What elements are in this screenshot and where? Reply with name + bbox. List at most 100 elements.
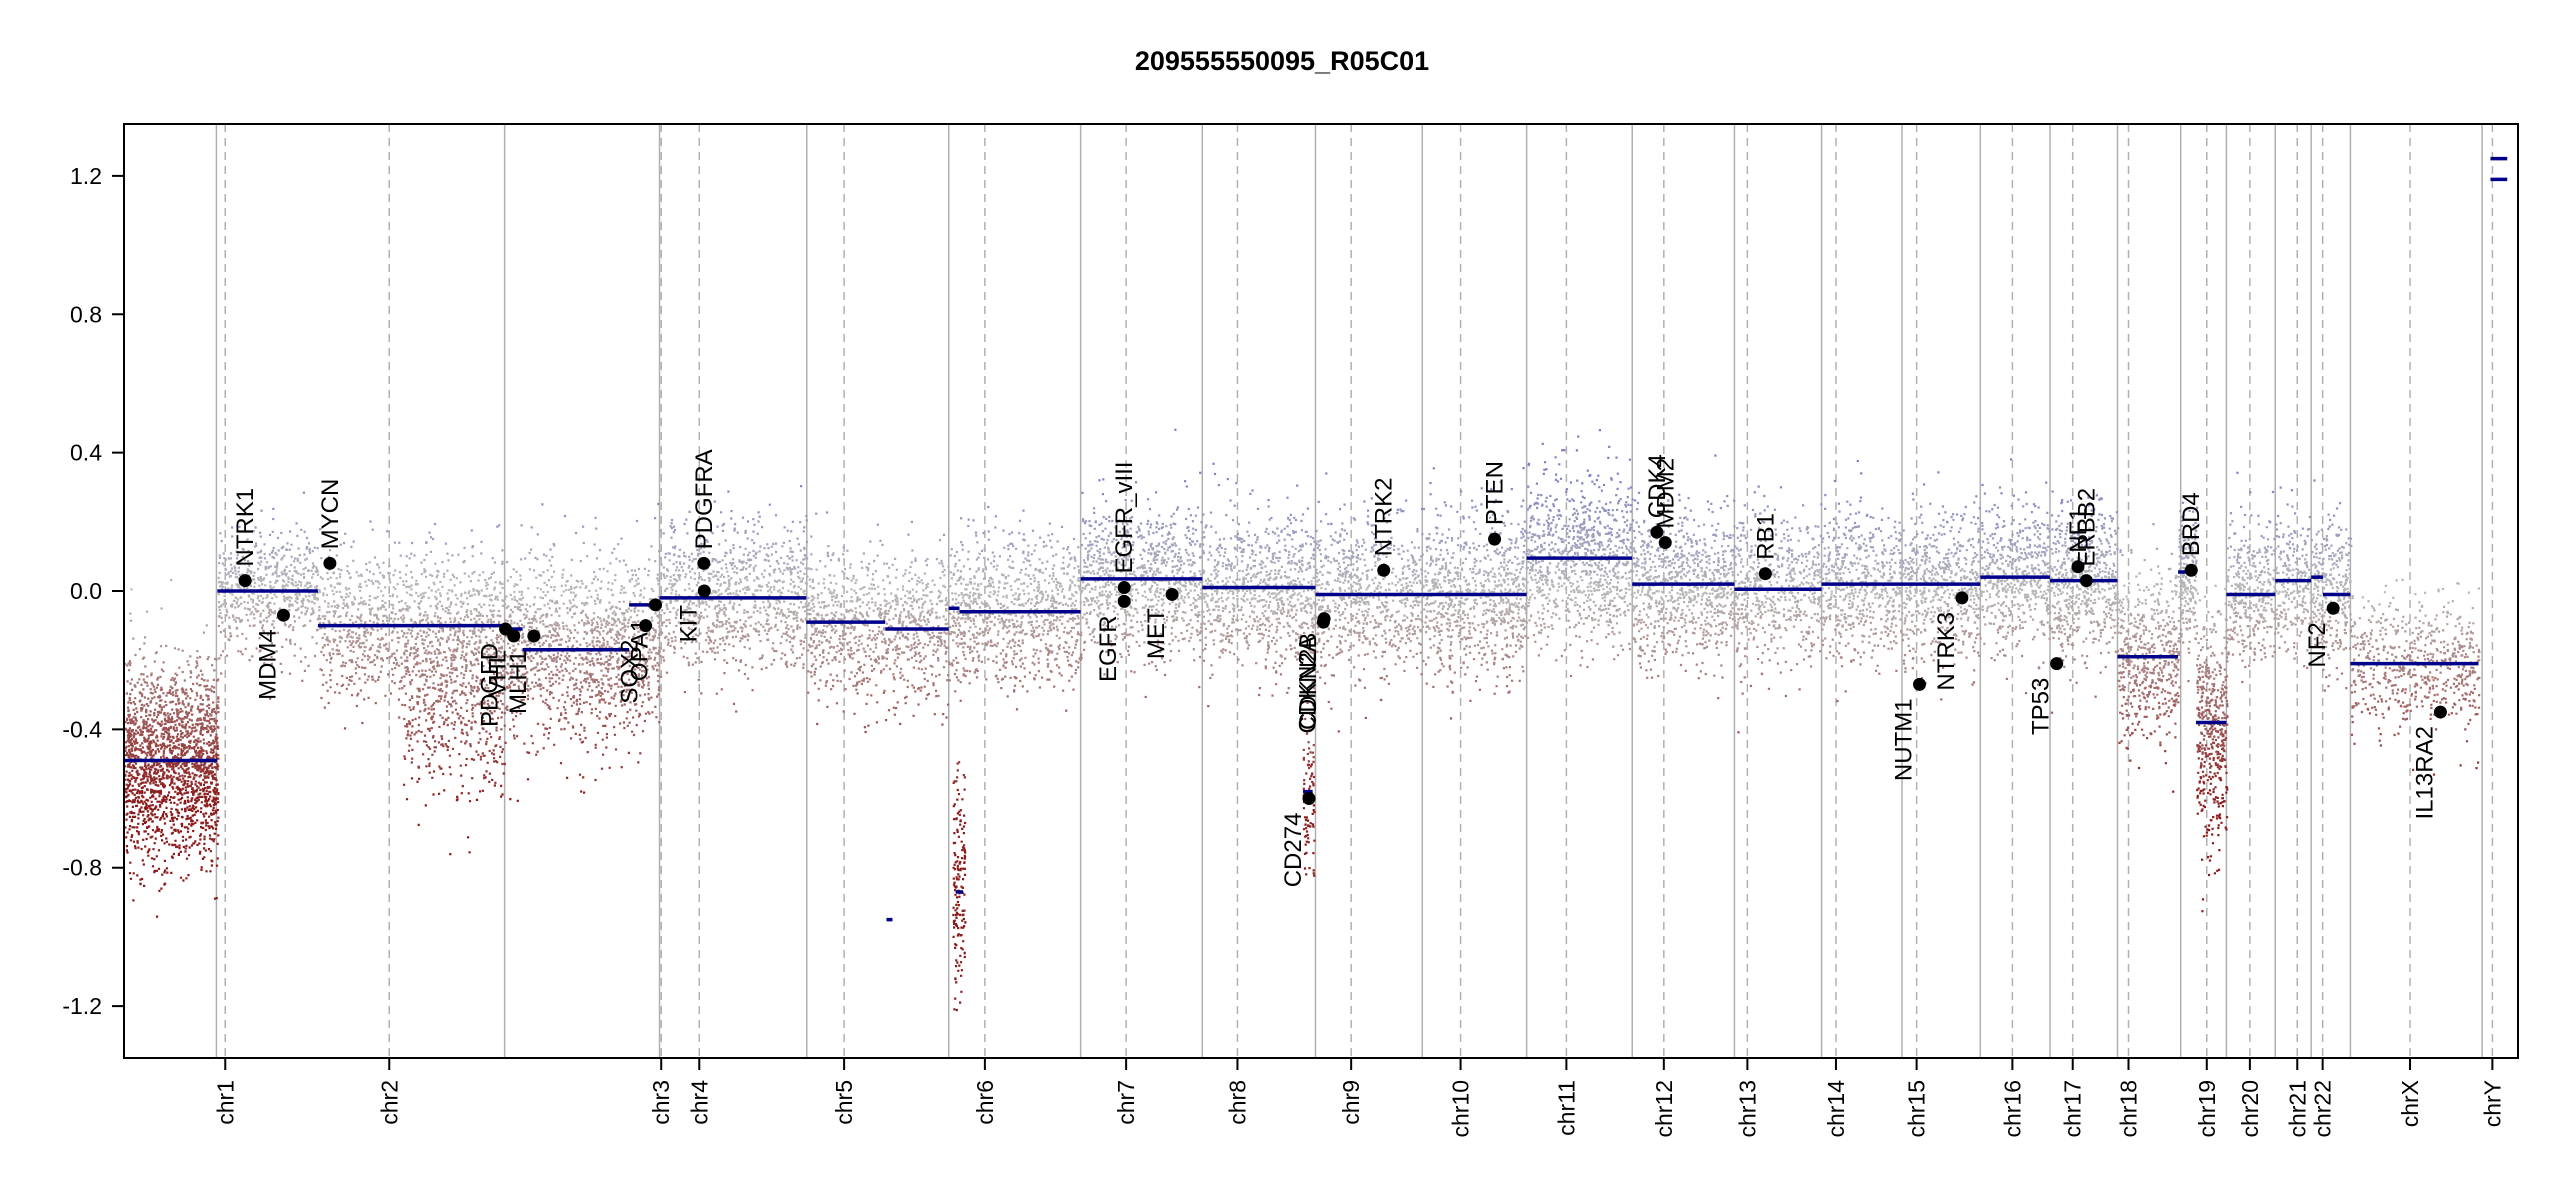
probe-cloud-chr1	[239, 620, 242, 623]
probe-cloud-chr3	[573, 611, 657, 615]
probe-cloud-chr1	[126, 722, 217, 725]
probe-cloud-chr9	[1326, 624, 1416, 628]
probe-cloud-chr1	[145, 610, 148, 613]
probe-cloud-chr9	[1383, 678, 1386, 681]
probe-cloud-chr1	[126, 751, 218, 756]
probe-cloud-chr2	[357, 607, 478, 611]
probe-cloud-chr3	[542, 570, 596, 574]
probe-cloud-chr6	[952, 631, 1083, 635]
probe-cloud-chr19	[2180, 614, 2183, 617]
probe-cloud-chr2	[442, 658, 489, 661]
probe-cloud-chr6	[974, 531, 1021, 535]
probe-cloud-chr17	[2061, 590, 2119, 594]
probe-cloud-chr7	[1089, 540, 1195, 543]
probe-cloud-chr12	[1661, 631, 1724, 635]
probe-cloud-chr20	[2233, 532, 2236, 535]
probe-cloud-chr10	[1435, 616, 1515, 621]
probe-cloud-chr6	[1015, 665, 1080, 669]
probe-cloud-chr1	[132, 766, 218, 770]
probe-cloud-chr9	[1367, 509, 1405, 513]
probe-cloud-chr17	[2059, 619, 2099, 623]
probe-cloud-chr6	[1032, 634, 1035, 638]
probe-cloud-chr6	[967, 518, 970, 521]
probe-cloud-chr14	[1853, 525, 1896, 529]
probe-cloud-chr7	[1093, 627, 1106, 631]
probe-cloud-chr8	[1224, 547, 1316, 551]
probe-cloud-chr1	[223, 564, 226, 567]
probe-cloud-chr12	[1632, 529, 1718, 533]
probe-cloud-chr10	[1426, 610, 1515, 614]
probe-cloud-chr12	[1647, 544, 1730, 548]
probe-cloud-chr15	[1909, 575, 1980, 578]
probe-cloud-chr13	[1736, 621, 1755, 624]
probe-cloud-chr8	[1226, 478, 1229, 481]
probe-cloud-chr1	[300, 660, 303, 663]
probe-cloud-chr8	[1209, 631, 1306, 635]
probe-cloud-chr11	[1565, 488, 1569, 491]
probe-cloud-chr12	[1633, 546, 1713, 550]
probe-cloud-chr18	[2118, 741, 2162, 744]
probe-cloud-chr16	[2042, 661, 2045, 664]
probe-cloud-chr20	[2230, 605, 2263, 609]
probe-cloud-chr19	[2201, 716, 2227, 720]
probe-cloud-chr14	[1855, 542, 1858, 545]
probe-cloud-chr12	[1678, 493, 1681, 496]
probe-cloud-chr8	[1225, 576, 1315, 580]
probe-cloud-chr15	[1918, 611, 1967, 615]
probe-cloud-chr17	[2084, 551, 2087, 554]
probe-cloud-chr5	[887, 575, 890, 578]
probe-cloud-chr13	[1747, 637, 1808, 641]
probe-cloud-chr18	[2136, 668, 2180, 672]
probe-cloud-chr6	[1001, 649, 1050, 652]
x-tick-label-chr22: chr22	[2310, 1080, 2336, 1138]
probe-cloud-chr19	[2195, 526, 2198, 529]
probe-cloud-chr3	[515, 570, 629, 573]
probe-cloud-chr12	[1655, 599, 1736, 603]
probe-cloud-chr2	[359, 586, 363, 589]
probe-cloud-chr18	[2142, 667, 2149, 670]
probe-cloud-chr10	[1443, 576, 1446, 579]
probe-cloud-chr15	[1920, 505, 1967, 509]
probe-cloud-chr11	[1543, 541, 1633, 545]
probe-cloud-chr12	[1648, 585, 1704, 589]
probe-cloud-chr22	[2322, 668, 2325, 671]
probe-cloud-chr3	[509, 798, 519, 802]
probe-cloud-chr13	[1740, 533, 1786, 537]
probe-cloud-chr19	[2200, 732, 2225, 736]
probe-cloud-chr9	[1329, 560, 1417, 564]
probe-cloud-chr8	[1203, 570, 1304, 573]
probe-cloud-chr1	[170, 579, 173, 582]
probe-cloud-chr4	[688, 614, 798, 618]
probe-cloud-chr18	[2119, 670, 2164, 674]
probe-cloud-chr3	[600, 766, 611, 770]
probe-cloud-chr9	[1330, 707, 1333, 710]
probe-cloud-chr4	[668, 558, 805, 563]
probe-cloud-chr15	[1906, 597, 1981, 600]
probe-cloud-chr15	[1915, 552, 1979, 556]
probe-cloud-chrX	[2414, 695, 2430, 699]
probe-cloud-chr15	[1904, 617, 1980, 620]
probe-cloud-chr7	[1090, 639, 1202, 642]
probe-cloud-chr17	[2050, 576, 2117, 580]
probe-cloud-chr22	[2318, 580, 2352, 584]
probe-cloud-chr13	[1813, 555, 1816, 558]
probe-cloud-chr6	[955, 676, 1044, 679]
probe-cloud-chr7	[1134, 481, 1138, 484]
probe-cloud-chr12	[1639, 645, 1718, 649]
probe-cloud-chr20	[2238, 576, 2260, 580]
probe-cloud-chr13	[1741, 692, 1744, 695]
probe-cloud-chr17	[2053, 594, 2118, 598]
probe-cloud-chr10	[1521, 566, 1524, 569]
probe-cloud-chr21	[2293, 596, 2296, 599]
probe-cloud-chr2	[461, 784, 503, 788]
probe-cloud-chr19	[2214, 738, 2226, 742]
probe-cloud-chr7	[1123, 556, 1202, 559]
probe-cloud-chr11	[1596, 566, 1600, 569]
probe-cloud-chr22	[2311, 598, 2342, 602]
probe-cloud-chr16	[2001, 545, 2050, 549]
probe-cloud-chr15	[1920, 513, 1923, 516]
probe-cloud-chr13	[1821, 639, 1824, 642]
probe-cloud-chr9	[1390, 536, 1393, 539]
probe-cloud-chr15	[1939, 524, 1942, 527]
probe-cloud-chr16	[2010, 458, 2013, 461]
